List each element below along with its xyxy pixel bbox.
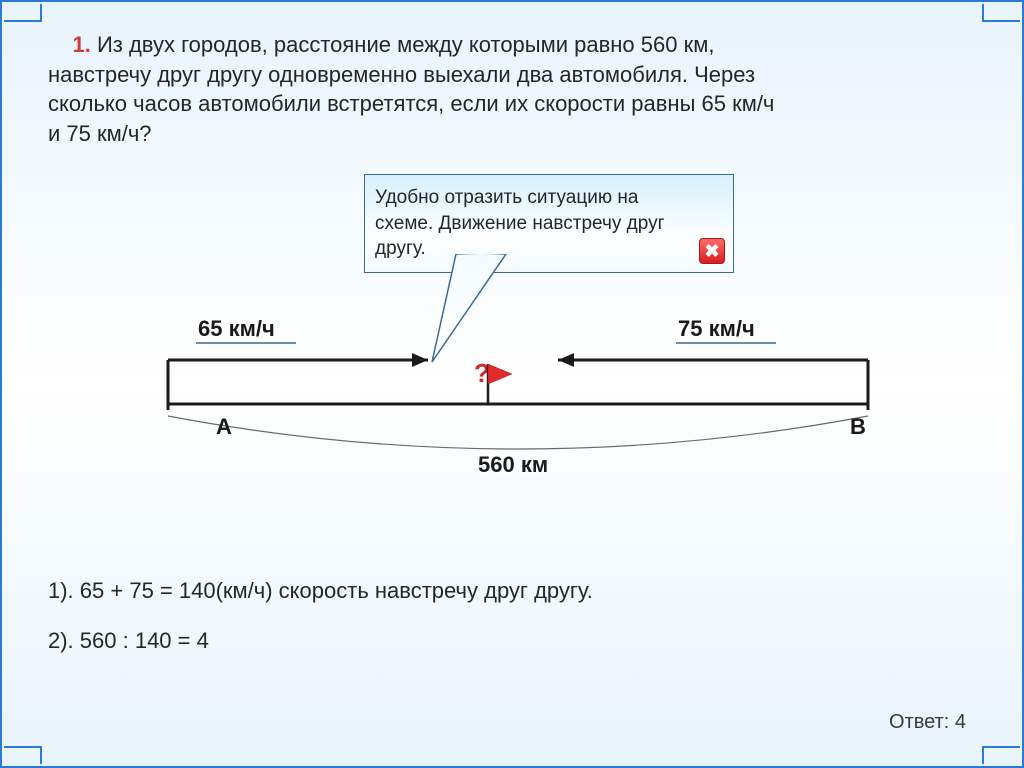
speed-left-label: 65 км/ч <box>198 316 275 342</box>
point-a-label: А <box>216 414 232 440</box>
underline <box>676 342 776 346</box>
problem-line: навстречу друг другу одновременно выехал… <box>48 62 755 87</box>
answer-label: Ответ: 4 <box>889 711 966 734</box>
close-icon: ✖ <box>704 242 719 260</box>
solution-block: 1). 65 + 75 = 140(км/ч) скорость навстре… <box>48 578 593 678</box>
frame-notch <box>982 4 984 22</box>
frame-notch <box>982 746 1020 748</box>
frame-notch <box>40 4 42 22</box>
point-b-label: В <box>850 414 866 440</box>
frame-notch <box>982 746 984 764</box>
speed-right-label: 75 км/ч <box>678 316 755 342</box>
solution-step-2: 2). 560 : 140 = 4 <box>48 628 593 654</box>
underline <box>196 342 296 346</box>
problem-line: сколько часов автомобили встретятся, есл… <box>48 91 774 116</box>
content-area: 1. Из двух городов, расстояние между кот… <box>48 30 976 738</box>
diagram-svg <box>108 350 928 530</box>
problem-line: Из двух городов, расстояние между которы… <box>97 32 715 57</box>
problem-line: и 75 км/ч? <box>48 121 152 146</box>
solution-step-1: 1). 65 + 75 = 140(км/ч) скорость навстре… <box>48 578 593 604</box>
frame-notch <box>982 20 1020 22</box>
motion-diagram: 65 км/ч 75 км/ч ? <box>108 320 928 580</box>
frame-notch <box>40 746 42 764</box>
distance-label: 560 км <box>478 452 548 478</box>
hint-text: Удобно отразить ситуацию на схеме. Движе… <box>375 187 665 259</box>
close-button[interactable]: ✖ <box>699 238 725 264</box>
frame-notch <box>4 20 42 22</box>
problem-number: 1. <box>72 32 90 57</box>
problem-statement: 1. Из двух городов, расстояние между кот… <box>48 30 976 149</box>
page-frame: 1. Из двух городов, расстояние между кот… <box>0 0 1024 768</box>
hint-callout: Удобно отразить ситуацию на схеме. Движе… <box>364 174 734 273</box>
frame-notch <box>4 746 42 748</box>
